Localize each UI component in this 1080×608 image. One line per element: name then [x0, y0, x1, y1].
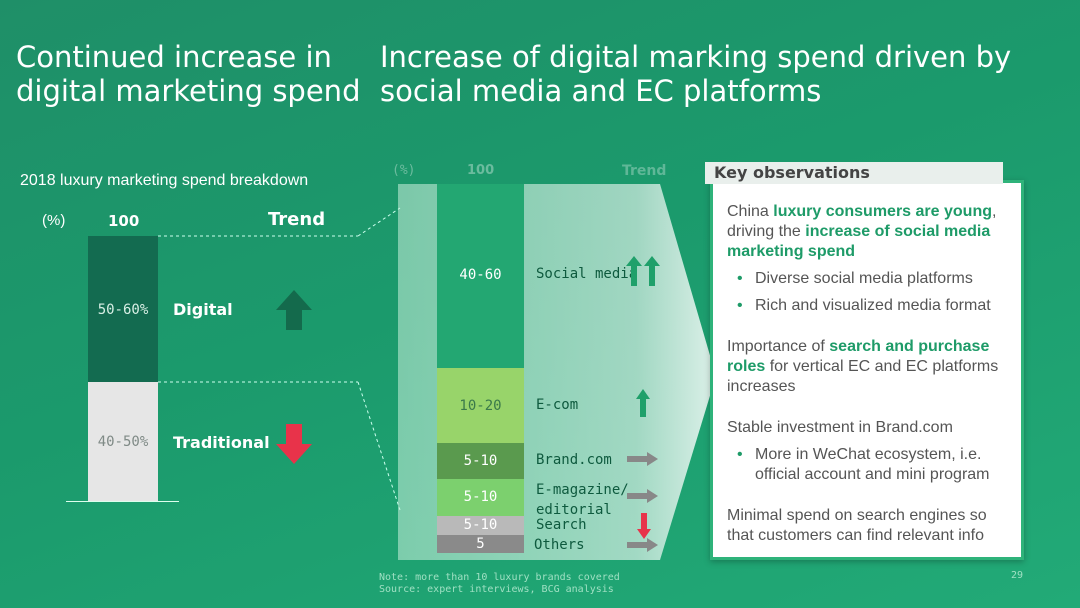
left-chart-baseline [66, 501, 179, 502]
category-label-e-com: E-com [536, 397, 579, 413]
bar-segment-e-magazine [437, 479, 524, 516]
observation-young-consumers: China luxury consumers are young, drivin… [727, 202, 1017, 262]
category-label-digital: Digital [173, 300, 233, 319]
trend-down-arrow-icon [276, 424, 312, 464]
category-label-e-magazine: E-magazine/ editorial [536, 482, 629, 518]
observation-text: China [727, 203, 774, 220]
bar-label-social-media-range: 40-60 [459, 267, 502, 283]
left-chart-total: 100 [108, 212, 140, 230]
bullet-rich-media: Rich and visualized media format [727, 296, 1017, 316]
category-label-search: Search [536, 517, 587, 533]
category-label-brand-com: Brand.com [536, 452, 612, 468]
bar-label-others-range: 5 [476, 536, 485, 552]
left-chart-trend-header: Trend [268, 209, 326, 230]
observations-header: Key observations [705, 162, 1003, 184]
right-chart-total: 100 [467, 163, 495, 178]
right-chart-unit: (%) [392, 163, 416, 178]
bar-segment-traditional [88, 382, 158, 502]
bar-segment-others [437, 535, 524, 553]
trend-up-arrow-icon [276, 290, 312, 330]
page-number: 29 [1011, 570, 1024, 581]
bar-label-brand-com-range: 5-10 [463, 453, 498, 469]
observation-highlight: search and purchase roles [727, 338, 990, 375]
bar-segment-e-com [437, 368, 524, 443]
bullet-diverse-platforms: Diverse social media platforms [727, 269, 1017, 289]
bar-label-search-range: 5-10 [463, 517, 498, 533]
bar-segment-search [437, 516, 524, 535]
observations-panel [710, 180, 1024, 560]
bar-label-traditional-range: 40-50% [97, 434, 149, 450]
source-note: Source: expert interviews, BCG analysis [379, 584, 614, 595]
trend-flat-arrow-others-icon [627, 538, 658, 552]
category-label-others: Others [534, 537, 585, 553]
observation-text: , driving the [727, 203, 997, 240]
bar-segment-digital [88, 236, 158, 382]
footnote: Note: more than 10 luxury brands covered [379, 572, 620, 583]
page-title-right: Increase of digital marking spend driven… [380, 40, 1012, 108]
left-chart-subtitle: 2018 luxury marketing spend breakdown [20, 172, 309, 189]
bar-segment-social-media [437, 184, 524, 368]
observation-highlight: luxury consumers are young [773, 203, 992, 220]
page-title-left: Continued increase in digital marketing … [16, 40, 361, 108]
bar-label-e-com-range: 10-20 [459, 398, 502, 414]
observation-brand-com: Stable investment in Brand.com [727, 419, 953, 436]
trend-double-up-arrow-icon [626, 256, 660, 286]
category-label-social-media: Social media [536, 266, 638, 282]
category-label-traditional: Traditional [173, 433, 270, 452]
trend-flat-arrow-brand-icon [627, 452, 658, 466]
observation-search-purchase: Importance of search and purchase roles … [727, 337, 1017, 397]
left-chart-unit: (%) [42, 212, 66, 229]
bar-label-digital-range: 50-60% [97, 302, 149, 318]
bar-segment-brand-com [437, 443, 524, 479]
trend-flat-arrow-emagazine-icon [627, 489, 658, 503]
bar-label-e-magazine-range: 5-10 [463, 489, 498, 505]
observation-text: for vertical EC and EC platforms increas… [727, 358, 999, 395]
observation-highlight: increase of social media marketing spend [727, 223, 991, 260]
bullet-wechat: More in WeChat ecosystem, i.e. official … [727, 445, 1017, 485]
connector-lines [158, 207, 401, 511]
observation-text: Importance of [727, 338, 830, 355]
observation-search-engines: Minimal spend on search engines so that … [727, 507, 987, 544]
right-chart-trend-header: Trend [622, 163, 667, 179]
trend-down-arrow-small-icon [637, 513, 651, 539]
trend-up-arrow-small-icon [636, 389, 650, 417]
